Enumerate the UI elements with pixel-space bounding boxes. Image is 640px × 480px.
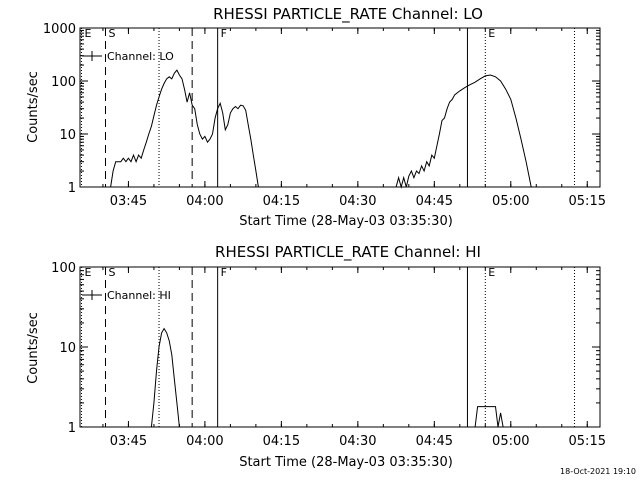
hi-series-line-0-segment-0: [150, 327, 180, 428]
hi-series-line-0-segment-1: [474, 406, 504, 428]
lo-plot-frame: [79, 27, 601, 188]
hi-yaxis-label: Counts/sec: [26, 312, 41, 384]
lo-marker-label-s-1: S: [108, 27, 115, 40]
lo-marker-label-e-6: E: [488, 27, 495, 40]
lo-ytick-label-2: 100: [51, 75, 76, 90]
hi-marker-label-e-0: E: [85, 266, 92, 279]
lo-xtick-label-1: 04:00: [186, 194, 223, 209]
lo-series-line-0-segment-1: [395, 74, 532, 189]
hi-marker-label-f-4: F: [221, 266, 227, 279]
lo-marker-label-e-0: E: [85, 27, 92, 40]
hi-xtick-label-3: 04:30: [339, 434, 376, 449]
lo-xtick-label-5: 05:00: [492, 194, 529, 209]
footer-timestamp: 18-Oct-2021 19:10: [560, 467, 636, 476]
hi-chart-title: RHESSI PARTICLE_RATE Channel: HI: [215, 243, 481, 262]
lo-ytick-label-0: 1: [68, 181, 76, 196]
hi-ytick-label-0: 1: [68, 421, 76, 436]
lo-xaxis-label: Start Time (28-May-03 03:35:30): [239, 214, 453, 229]
lo-ytick-label-3: 1000: [43, 22, 76, 37]
lo-channel-panel: RHESSI PARTICLE_RATE Channel: LO Start T…: [26, 5, 606, 229]
lo-ytick-label-1: 10: [59, 128, 76, 143]
lo-yaxis-label: Counts/sec: [26, 71, 41, 143]
lo-xtick-label-2: 04:15: [263, 194, 300, 209]
hi-marker-label-s-1: S: [108, 266, 115, 279]
hi-xaxis-label: Start Time (28-May-03 03:35:30): [239, 455, 453, 470]
lo-xtick-label-6: 05:15: [569, 194, 606, 209]
hi-xtick-label-2: 04:15: [263, 434, 300, 449]
hi-marker-label-e-6: E: [488, 266, 495, 279]
hi-xtick-label-0: 03:45: [110, 434, 147, 449]
hi-channel-panel: RHESSI PARTICLE_RATE Channel: HI Start T…: [26, 243, 606, 470]
lo-xtick-label-0: 03:45: [110, 194, 147, 209]
lo-chart-title: RHESSI PARTICLE_RATE Channel: LO: [213, 5, 483, 24]
lo-series-line-0-segment-0: [110, 69, 259, 188]
hi-xtick-label-4: 04:45: [416, 434, 453, 449]
hi-xtick-label-6: 05:15: [569, 434, 606, 449]
hi-xtick-label-5: 05:00: [492, 434, 529, 449]
hi-ytick-label-1: 10: [59, 341, 76, 356]
lo-xtick-label-3: 04:30: [339, 194, 376, 209]
lo-marker-label-f-4: F: [221, 27, 227, 40]
lo-legend-label: Channel: LO: [107, 50, 174, 63]
lo-xtick-label-4: 04:45: [416, 194, 453, 209]
hi-ytick-label-2: 100: [51, 261, 76, 276]
hi-xtick-label-1: 04:00: [186, 434, 223, 449]
hi-legend-label: Channel: HI: [107, 289, 171, 302]
